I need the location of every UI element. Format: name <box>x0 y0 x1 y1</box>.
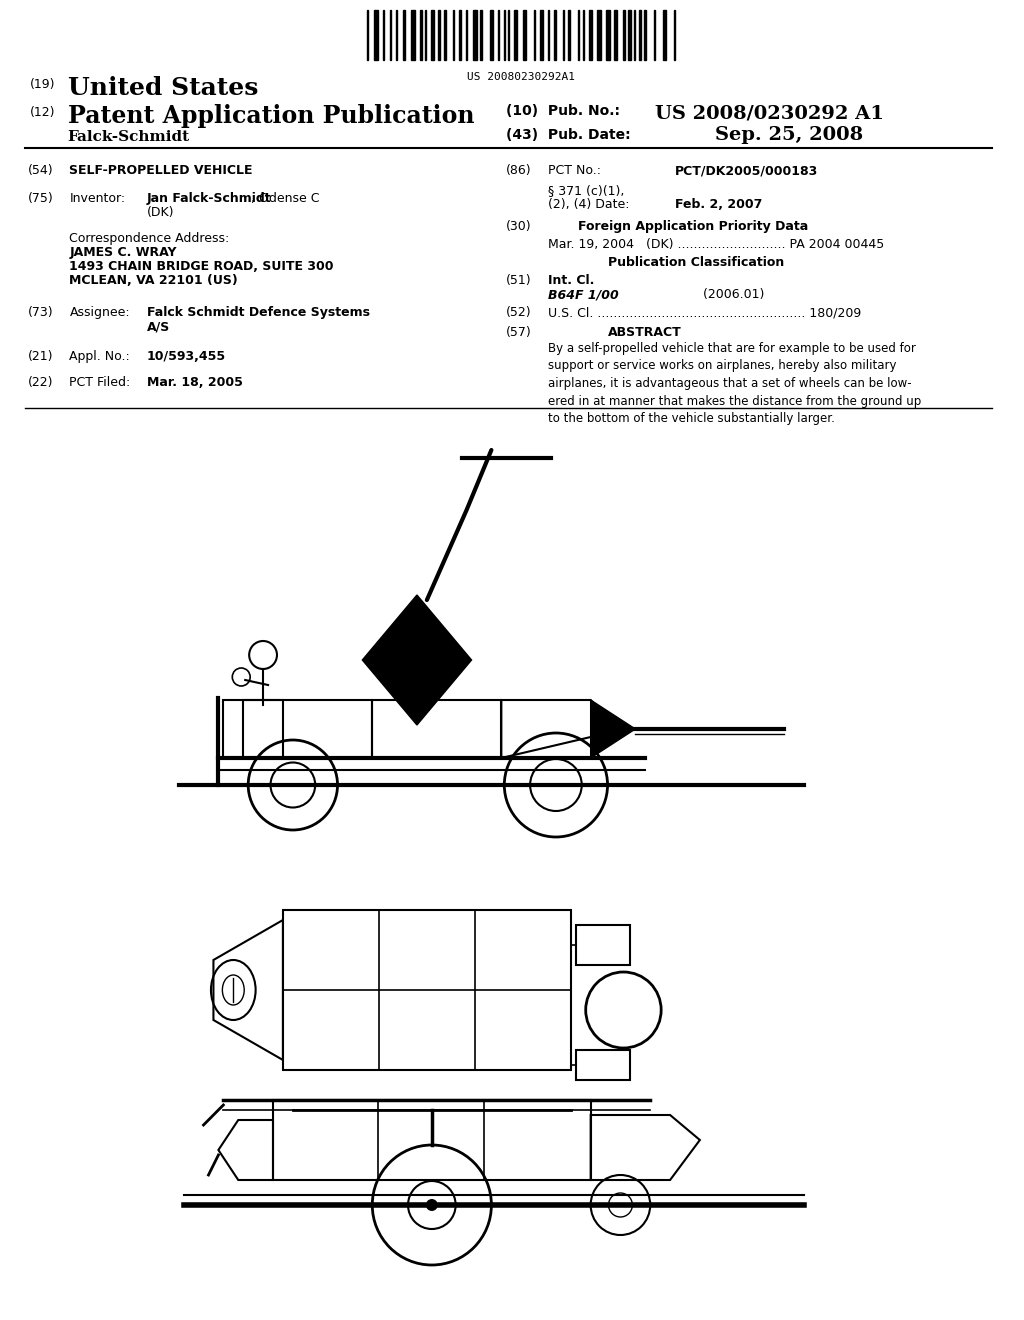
Text: Sep. 25, 2008: Sep. 25, 2008 <box>715 125 863 144</box>
Bar <box>443 11 445 59</box>
Bar <box>664 11 667 59</box>
Text: Jan Falck-Schmidt: Jan Falck-Schmidt <box>146 191 271 205</box>
Text: (75): (75) <box>28 191 53 205</box>
Bar <box>575 1049 631 1080</box>
Text: Assignee:: Assignee: <box>70 306 130 319</box>
Bar <box>523 11 526 59</box>
Text: JAMES C. WRAY: JAMES C. WRAY <box>70 246 177 259</box>
Text: Falck-Schmidt: Falck-Schmidt <box>68 129 189 144</box>
Text: (21): (21) <box>28 350 53 363</box>
Text: Appl. No.:: Appl. No.: <box>70 350 130 363</box>
Text: Feb. 2, 2007: Feb. 2, 2007 <box>675 198 763 211</box>
Text: Falck Schmidt Defence Systems: Falck Schmidt Defence Systems <box>146 306 370 319</box>
Text: (19): (19) <box>30 78 55 91</box>
Text: (12): (12) <box>30 106 55 119</box>
Bar <box>459 11 461 59</box>
Text: United States: United States <box>68 77 258 100</box>
Bar <box>472 11 476 59</box>
Text: Mar. 18, 2005: Mar. 18, 2005 <box>146 376 243 389</box>
Text: (57): (57) <box>506 326 532 339</box>
Text: (51): (51) <box>506 275 531 286</box>
Bar <box>575 925 631 965</box>
Text: (54): (54) <box>28 164 53 177</box>
Text: By a self-propelled vehicle that are for example to be used for
support or servi: By a self-propelled vehicle that are for… <box>548 342 922 425</box>
Bar <box>420 11 422 59</box>
Text: Patent Application Publication: Patent Application Publication <box>68 104 474 128</box>
Text: PCT No.:: PCT No.: <box>548 164 601 177</box>
Text: Correspondence Address:: Correspondence Address: <box>70 232 229 246</box>
Text: (22): (22) <box>28 376 53 389</box>
Bar <box>589 11 592 59</box>
Bar <box>273 1100 591 1180</box>
Text: Publication Classification: Publication Classification <box>607 256 783 269</box>
Bar <box>403 11 406 59</box>
Bar <box>629 11 632 59</box>
Bar <box>597 11 601 59</box>
Bar <box>568 11 569 59</box>
Text: (2), (4) Date:: (2), (4) Date: <box>548 198 630 211</box>
Text: (52): (52) <box>506 306 531 319</box>
Text: , Odense C: , Odense C <box>251 191 319 205</box>
Bar <box>480 11 482 59</box>
Text: (86): (86) <box>506 164 531 177</box>
Text: Int. Cl.: Int. Cl. <box>548 275 594 286</box>
Bar <box>431 11 434 59</box>
Text: PCT Filed:: PCT Filed: <box>70 376 131 389</box>
Text: § 371 (c)(1),: § 371 (c)(1), <box>548 183 625 197</box>
Text: Mar. 19, 2004   (DK) ........................... PA 2004 00445: Mar. 19, 2004 (DK) .....................… <box>548 238 885 251</box>
Text: A/S: A/S <box>146 319 170 333</box>
Text: US 2008/0230292 A1: US 2008/0230292 A1 <box>655 104 884 121</box>
Text: PCT/DK2005/000183: PCT/DK2005/000183 <box>675 164 818 177</box>
Bar <box>605 11 609 59</box>
Bar <box>639 11 641 59</box>
Text: Inventor:: Inventor: <box>70 191 126 205</box>
Bar <box>411 11 415 59</box>
Bar <box>624 11 626 59</box>
Bar <box>514 11 517 59</box>
Bar <box>540 11 543 59</box>
Text: SELF-PROPELLED VEHICLE: SELF-PROPELLED VEHICLE <box>70 164 253 177</box>
Bar <box>614 11 617 59</box>
Text: 1493 CHAIN BRIDGE ROAD, SUITE 300: 1493 CHAIN BRIDGE ROAD, SUITE 300 <box>70 260 334 273</box>
Polygon shape <box>591 700 635 758</box>
Circle shape <box>426 1199 438 1210</box>
Text: ABSTRACT: ABSTRACT <box>607 326 681 339</box>
Polygon shape <box>362 595 471 725</box>
Text: 10/593,455: 10/593,455 <box>146 350 226 363</box>
Text: (DK): (DK) <box>146 206 174 219</box>
Text: (2006.01): (2006.01) <box>667 288 765 301</box>
Bar <box>490 11 494 59</box>
Text: (43)  Pub. Date:: (43) Pub. Date: <box>506 128 631 143</box>
Bar <box>374 11 378 59</box>
Text: MCLEAN, VA 22101 (US): MCLEAN, VA 22101 (US) <box>70 275 239 286</box>
Bar <box>554 11 556 59</box>
Text: U.S. Cl. .................................................... 180/209: U.S. Cl. ...............................… <box>548 306 861 319</box>
Bar <box>244 700 373 758</box>
Bar <box>644 11 646 59</box>
Bar <box>373 700 502 758</box>
Bar <box>283 909 570 1071</box>
Bar <box>438 11 439 59</box>
Bar <box>223 700 283 758</box>
Text: (73): (73) <box>28 306 53 319</box>
Text: Foreign Application Priority Data: Foreign Application Priority Data <box>578 220 808 234</box>
Text: (30): (30) <box>506 220 531 234</box>
Text: (10)  Pub. No.:: (10) Pub. No.: <box>506 104 621 117</box>
Text: US 20080230292A1: US 20080230292A1 <box>467 73 575 82</box>
Text: B64F 1/00: B64F 1/00 <box>548 288 618 301</box>
